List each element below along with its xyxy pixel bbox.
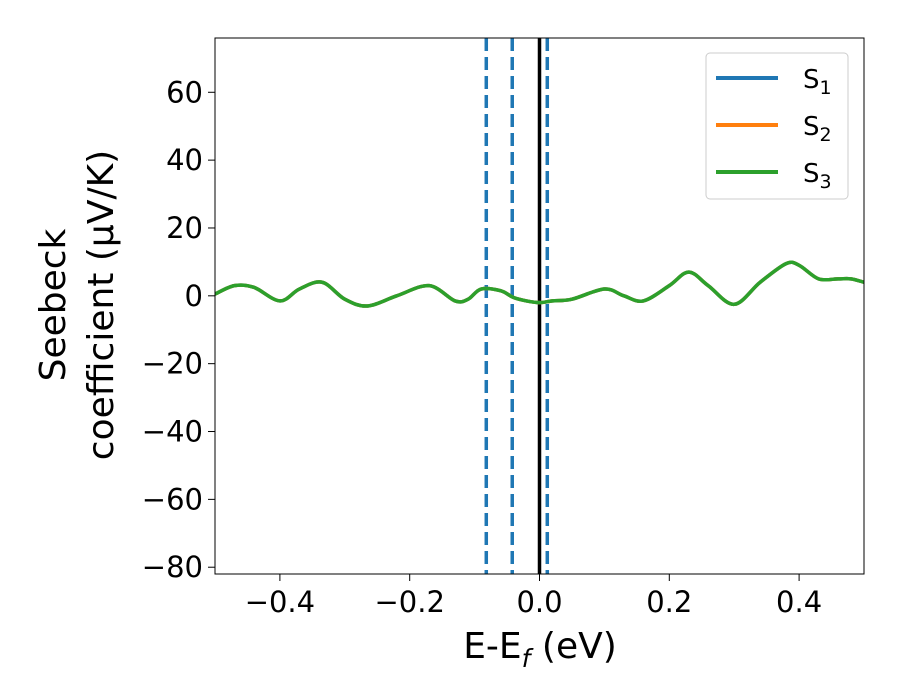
series-line-s3	[215, 260, 864, 308]
legend-label-s1: S1	[803, 65, 832, 99]
vertical-lines	[484, 38, 550, 574]
x-tick-label: −0.4	[245, 585, 315, 619]
y-tick-label: 60	[166, 75, 203, 109]
y-axis-label-line1: Seebeck	[33, 228, 74, 381]
x-tick-label: −0.2	[374, 585, 444, 619]
y-tick-label: −60	[142, 482, 203, 516]
y-axis-ticks: 60 40 20 0 −20 −40 −60 −80	[142, 75, 215, 584]
legend-label-s3: S3	[803, 159, 832, 193]
legend-label-s2: S2	[803, 112, 832, 146]
y-tick-label: 40	[166, 143, 203, 177]
series-lines	[215, 260, 864, 308]
y-axis-label: Seebeck coefficient (μV/K)	[33, 150, 122, 460]
y-tick-label: −40	[142, 415, 203, 449]
x-tick-label: 0.4	[776, 585, 822, 619]
x-tick-label: 0.2	[646, 585, 692, 619]
y-tick-label: 0	[185, 279, 203, 313]
x-axis-ticks: −0.4 −0.2 0.0 0.2 0.4	[245, 574, 822, 619]
legend: S1 S2 S3	[705, 52, 849, 200]
y-tick-label: −20	[142, 347, 203, 381]
y-tick-label: −80	[142, 550, 203, 584]
y-axis-label-line2: coefficient (μV/K)	[81, 150, 122, 460]
y-tick-label: 20	[166, 211, 203, 245]
x-axis-label: E-Ef (eV)	[463, 626, 617, 673]
x-tick-label: 0.0	[516, 585, 562, 619]
